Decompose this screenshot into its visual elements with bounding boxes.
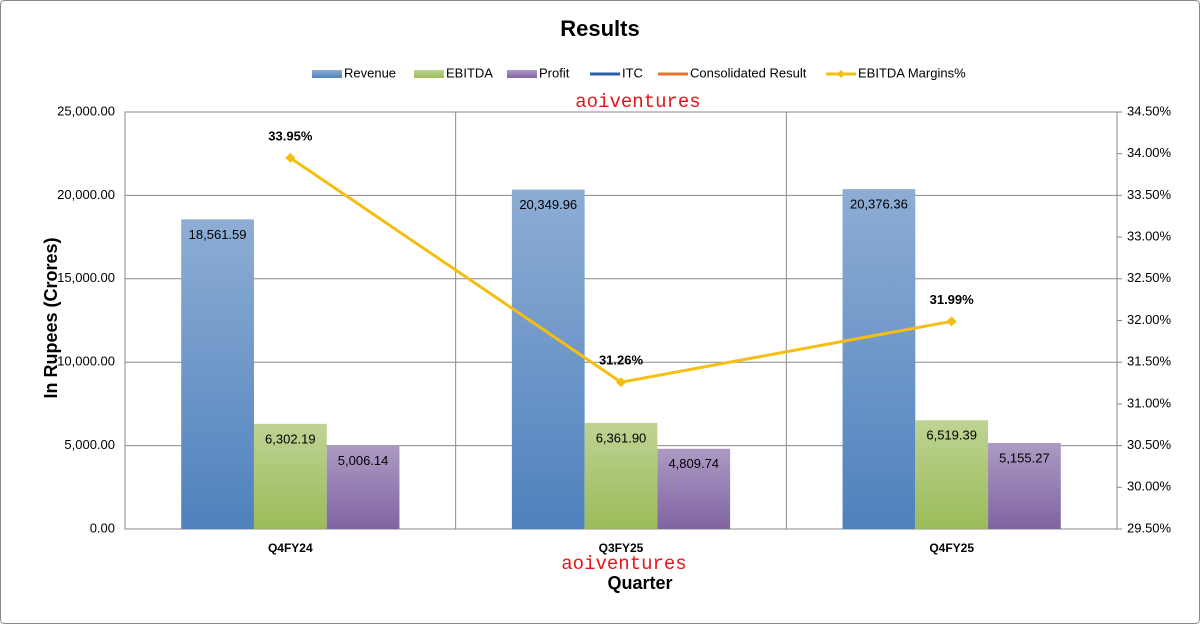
x-axis-label: Quarter [607, 573, 672, 593]
y-tick-label: 0.00 [90, 520, 115, 535]
legend-swatch [507, 70, 537, 78]
data-label: 5,155.27 [999, 450, 1050, 465]
data-label: 6,361.90 [596, 430, 647, 445]
bar [511, 189, 585, 529]
bar [584, 422, 658, 529]
y2-tick-label: 34.00% [1127, 145, 1172, 160]
data-label: 33.95% [268, 128, 313, 143]
data-label: 31.26% [599, 353, 644, 368]
y2-tick-label: 31.00% [1127, 395, 1172, 410]
line-marker [285, 152, 296, 163]
data-label: 6,302.19 [265, 431, 316, 446]
legend-label: Revenue [344, 65, 396, 80]
line-marker [946, 316, 957, 327]
legend-marker [837, 70, 845, 78]
bar [181, 219, 254, 529]
bar [326, 445, 400, 529]
y2-tick-label: 34.50% [1127, 103, 1172, 118]
bar [915, 420, 989, 529]
bar [842, 189, 916, 529]
y-tick-label: 25,000.00 [57, 103, 115, 118]
y2-tick-label: 32.50% [1127, 270, 1172, 285]
legend-label: EBITDA [446, 65, 493, 80]
data-label: 4,809.74 [668, 456, 719, 471]
data-label: 20,349.96 [519, 197, 577, 212]
legend-swatch [312, 70, 342, 78]
data-label: 31.99% [930, 292, 975, 307]
y-tick-label: 10,000.00 [57, 354, 115, 369]
legend-swatch [414, 70, 444, 78]
chart-title: Results [560, 16, 639, 41]
y2-tick-label: 30.50% [1127, 437, 1172, 452]
x-tick-label: Q4FY25 [929, 541, 974, 555]
y-tick-label: 5,000.00 [64, 437, 115, 452]
data-label: 18,561.59 [189, 227, 247, 242]
line-marker [616, 377, 626, 388]
y2-tick-label: 31.50% [1127, 354, 1172, 369]
y2-tick-label: 33.00% [1127, 229, 1172, 244]
y-axis-label: In Rupees (Crores) [41, 237, 61, 398]
watermark: aoiventures [561, 553, 686, 575]
y-tick-label: 20,000.00 [57, 187, 115, 202]
bar [988, 443, 1061, 529]
legend-label: EBITDA Margins% [858, 65, 966, 80]
x-tick-label: Q3FY25 [599, 541, 644, 555]
y2-tick-label: 32.00% [1127, 312, 1172, 327]
data-label: 20,376.36 [850, 197, 908, 212]
watermark: aoiventures [575, 91, 700, 113]
x-tick-label: Q4FY24 [268, 541, 313, 555]
legend-label: Profit [539, 65, 570, 80]
bar [253, 423, 327, 529]
y2-tick-label: 30.00% [1127, 479, 1172, 494]
y2-tick-label: 29.50% [1127, 520, 1172, 535]
bar [657, 448, 731, 529]
y-tick-label: 15,000.00 [57, 270, 115, 285]
legend-label: ITC [622, 65, 643, 80]
data-label: 5,006.14 [338, 453, 389, 468]
data-label: 6,519.39 [926, 428, 977, 443]
y2-tick-label: 33.50% [1127, 187, 1172, 202]
legend-label: Consolidated Result [690, 65, 807, 80]
